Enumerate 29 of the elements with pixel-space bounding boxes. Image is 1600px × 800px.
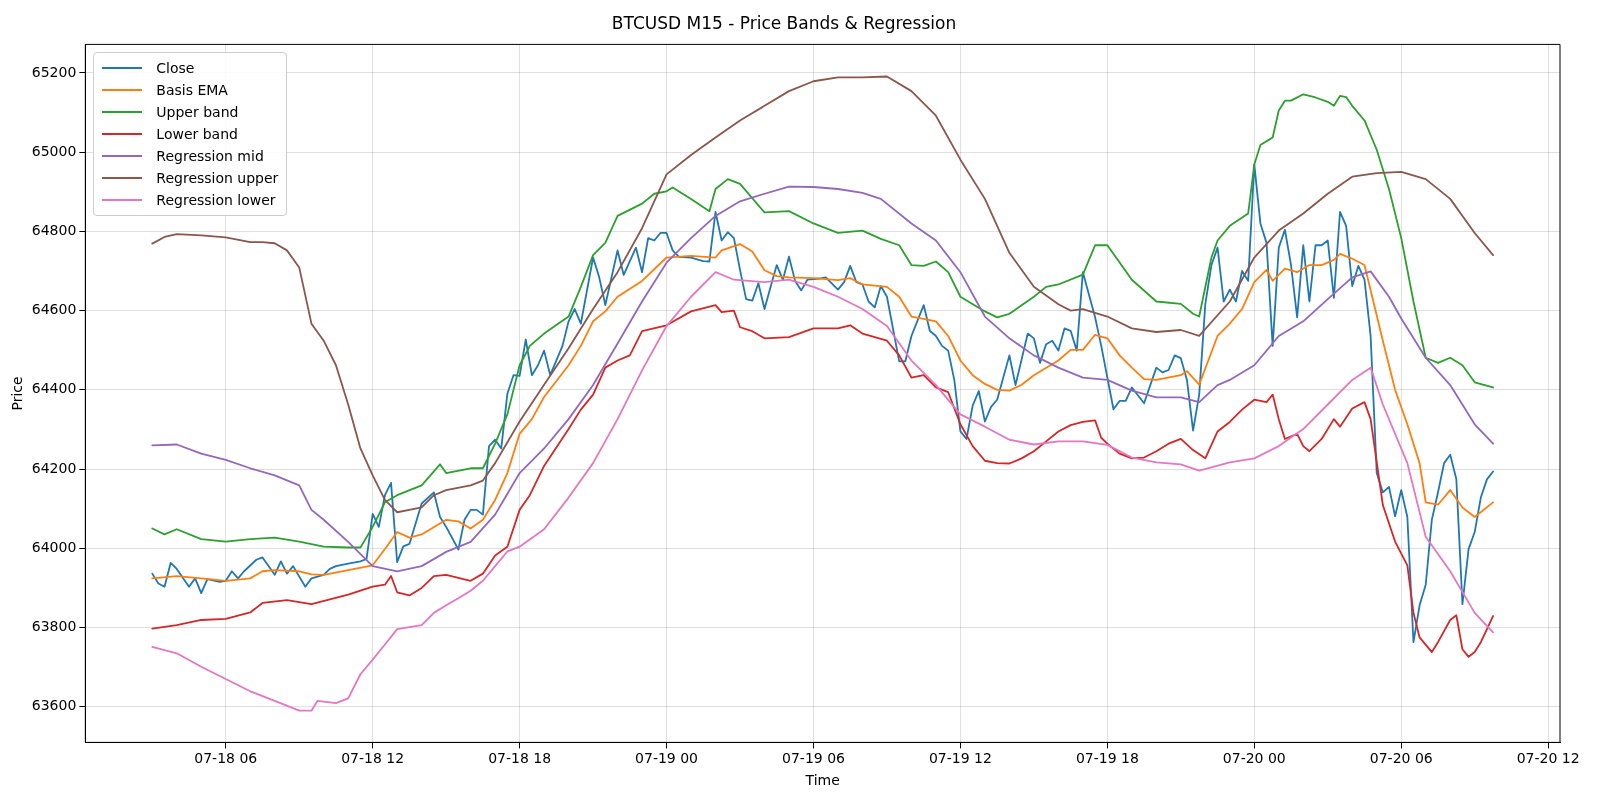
x-tick-label: 07-18 18	[488, 750, 552, 767]
y-tick-label: 64800	[31, 222, 77, 239]
x-tick-label: 07-20 12	[1516, 750, 1580, 767]
legend-label: Basis EMA	[156, 82, 228, 99]
y-tick-label: 64600	[31, 301, 77, 318]
y-tick-label: 64200	[31, 459, 77, 476]
chart-title: BTCUSD M15 - Price Bands & Regression	[611, 12, 957, 33]
x-tick-label: 07-20 06	[1369, 750, 1433, 767]
y-tick-label: 63600	[31, 697, 77, 714]
legend-label: Close	[156, 60, 195, 77]
y-tick-label: 65200	[31, 63, 77, 80]
legend-label: Regression upper	[156, 170, 279, 187]
y-tick-label: 64000	[31, 538, 77, 555]
x-tick-label: 07-19 12	[928, 750, 992, 767]
legend-label: Regression mid	[156, 148, 264, 165]
x-tick-label: 07-20 00	[1222, 750, 1286, 767]
legend-label: Lower band	[156, 126, 238, 143]
x-tick-label: 07-19 06	[782, 750, 846, 767]
x-tick-label: 07-18 12	[341, 750, 405, 767]
y-axis-title: Price	[9, 376, 26, 411]
y-tick-label: 63800	[31, 618, 77, 635]
y-tick-label: 65000	[31, 142, 77, 159]
y-tick-label: 64400	[31, 380, 77, 397]
x-tick-label: 07-19 00	[635, 750, 699, 767]
legend-label: Upper band	[156, 104, 239, 121]
x-tick-label: 07-19 18	[1075, 750, 1139, 767]
x-axis-title: Time	[804, 772, 840, 789]
x-tick-label: 07-18 06	[194, 750, 258, 767]
legend-label: Regression lower	[156, 192, 276, 209]
